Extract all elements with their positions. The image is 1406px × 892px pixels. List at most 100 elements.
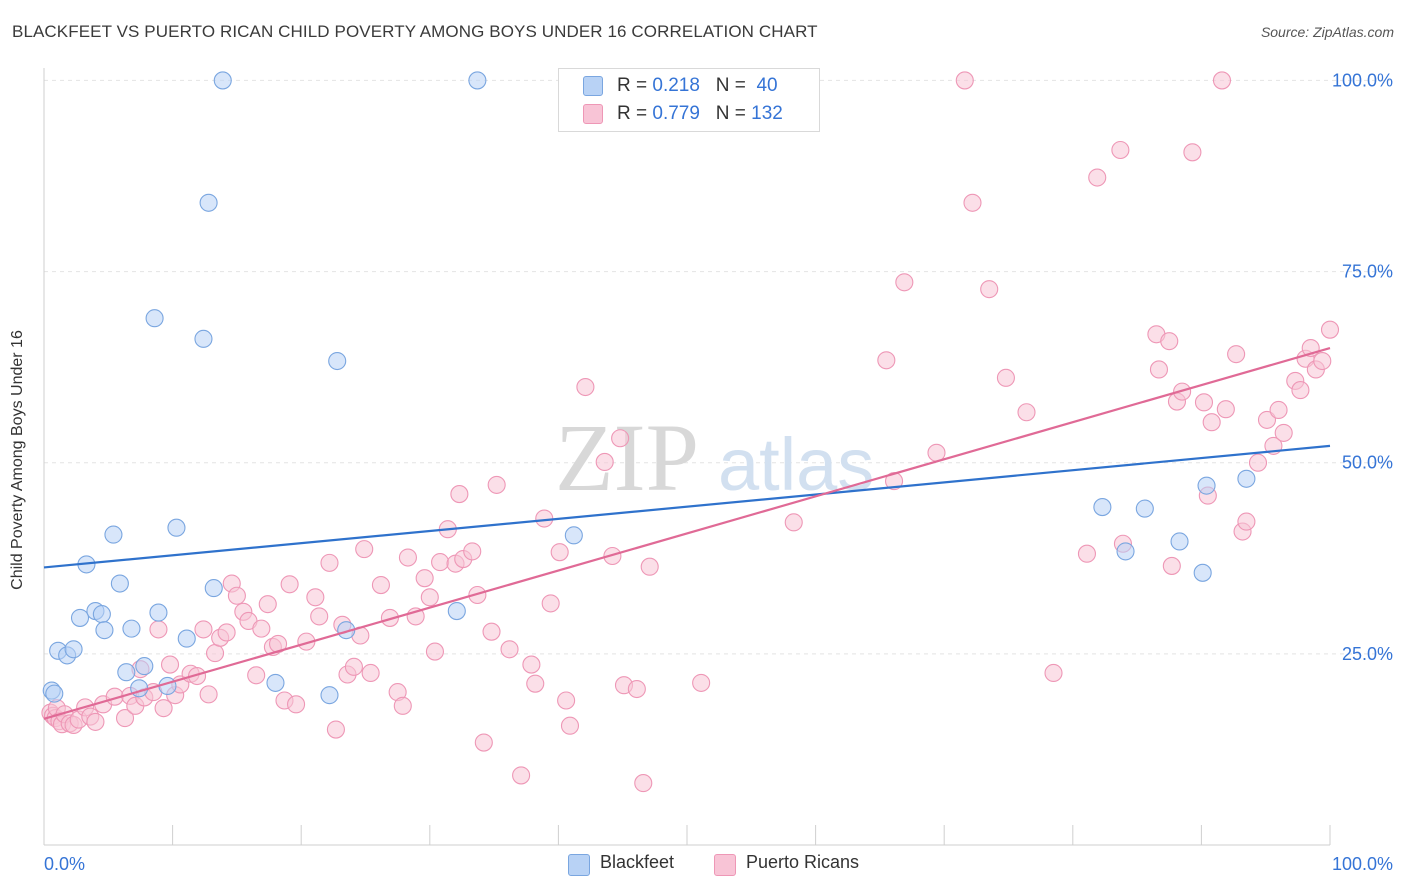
puerto-ricans-point (1269, 400, 1288, 420)
puerto-ricans-point (595, 452, 614, 472)
y-tick-label: 100.0% (1332, 70, 1393, 90)
blackfeet-point (328, 351, 347, 371)
puerto-ricans-point (326, 720, 345, 739)
puerto-ricans-point (115, 709, 135, 728)
puerto-ricans-point (1111, 140, 1130, 160)
puerto-ricans-point (361, 663, 380, 683)
blackfeet-point (95, 621, 114, 640)
legend-r-label: R = (617, 103, 648, 124)
puerto-ricans-point (287, 695, 306, 714)
puerto-ricans-point (541, 594, 560, 613)
blackfeet-point (1093, 498, 1112, 517)
legend-n-label: N = (715, 103, 746, 124)
blackfeet-point (468, 71, 487, 90)
blackfeet-point (64, 640, 83, 659)
blackfeet-point (167, 518, 186, 537)
puerto-ricans-point (320, 553, 339, 572)
puerto-ricans-point (640, 557, 659, 576)
puerto-ricans-point (420, 588, 439, 607)
puerto-ricans-point (247, 666, 266, 685)
puerto-ricans-point (1160, 332, 1179, 351)
puerto-ricans-point (512, 766, 531, 785)
puerto-ricans-point (258, 595, 277, 614)
blackfeet-point (122, 619, 141, 638)
blackfeet-point (92, 605, 111, 624)
puerto-ricans-point (1216, 400, 1235, 419)
puerto-ricans-point (344, 657, 363, 676)
puerto-ricans-point (980, 280, 999, 299)
puerto-ricans-point (1320, 320, 1340, 339)
watermark-atlas: atlas (718, 423, 874, 506)
blackfeet-point (199, 193, 218, 212)
puerto-ricans-point (431, 553, 450, 572)
puerto-ricans-point (522, 655, 541, 674)
puerto-ricans-point (1313, 351, 1332, 371)
blackfeet-point (135, 657, 154, 676)
puerto-ricans-point (1088, 168, 1107, 187)
blackfeet-point (1116, 542, 1135, 561)
blackfeet-point (194, 329, 213, 348)
blackfeet-point (320, 686, 339, 705)
puerto-ricans-point (280, 575, 299, 594)
legend-r-blackfeet: 0.218 (652, 75, 700, 96)
legend-r-puerto-ricans: 0.779 (652, 103, 700, 124)
legend-swatch-puerto-ricans (583, 104, 603, 124)
puerto-ricans-point (627, 679, 646, 699)
puerto-ricans-point (149, 620, 168, 639)
stats-legend: R = 0.218 N = 40 R = 0.779 N = 132 (558, 68, 820, 132)
x-tick-label-min: 0.0% (44, 854, 85, 874)
chart-title: BLACKFEET VS PUERTO RICAN CHILD POVERTY … (12, 22, 818, 41)
blackfeet-point (1197, 476, 1216, 495)
gridlines (44, 79, 1390, 655)
puerto-ricans-point (355, 540, 374, 559)
puerto-ricans-point (1257, 410, 1277, 429)
puerto-ricans-point (576, 377, 595, 397)
puerto-ricans-point (1183, 143, 1202, 162)
puerto-ricans-point (1237, 512, 1256, 531)
puerto-ricans-point (1044, 663, 1063, 683)
puerto-ricans-point (692, 673, 711, 692)
puerto-ricans-point (895, 273, 914, 292)
puerto-ricans-point (194, 620, 213, 639)
puerto-ricans-point (160, 655, 180, 674)
puerto-ricans-point (205, 644, 225, 663)
series-blackfeet (42, 71, 1256, 705)
puerto-ricans-point (877, 351, 896, 370)
puerto-ricans-point (1248, 453, 1268, 472)
bottom-legend-label-puerto-ricans: Puerto Ricans (746, 852, 860, 872)
y-tick-label: 50.0% (1342, 453, 1393, 473)
puerto-ricans-point (1202, 413, 1221, 432)
blackfeet-point (1170, 532, 1189, 551)
blackfeet-point (447, 601, 466, 621)
puerto-ricans-point (487, 475, 506, 494)
legend-swatch-blackfeet (583, 76, 603, 96)
puerto-ricans-point (380, 608, 399, 627)
puerto-ricans-point (784, 513, 803, 532)
legend-n-blackfeet: 40 (756, 75, 778, 96)
puerto-ricans-point (1291, 381, 1310, 400)
watermark-zip: ZIP (555, 404, 699, 511)
source-label: Source: ZipAtlas.com (1260, 24, 1394, 40)
blackfeet-point (145, 309, 164, 328)
puerto-ricans-point (306, 588, 325, 607)
blackfeet-point (204, 579, 223, 598)
tick-labels: 25.0% 50.0% 75.0% 100.0% 0.0% 100.0% (44, 70, 1393, 874)
puerto-ricans-point (86, 712, 105, 731)
puerto-ricans-point (1162, 556, 1181, 575)
puerto-ricans-point (1227, 345, 1246, 364)
trend-line-blackfeet (43, 444, 1331, 569)
puerto-ricans-point (1077, 544, 1096, 563)
blackfeet-point (213, 71, 232, 90)
puerto-ricans-point (227, 586, 246, 605)
puerto-ricans-point (217, 623, 236, 642)
puerto-ricans-point (482, 622, 501, 641)
puerto-ricans-point (526, 674, 545, 693)
puerto-ricans-point (425, 642, 444, 661)
puerto-ricans-point (463, 542, 482, 561)
blackfeet-point (1193, 563, 1212, 582)
puerto-ricans-point (611, 429, 630, 448)
puerto-ricans-point (884, 472, 904, 491)
blackfeet-point (1237, 469, 1256, 488)
blackfeet-point (564, 526, 583, 545)
